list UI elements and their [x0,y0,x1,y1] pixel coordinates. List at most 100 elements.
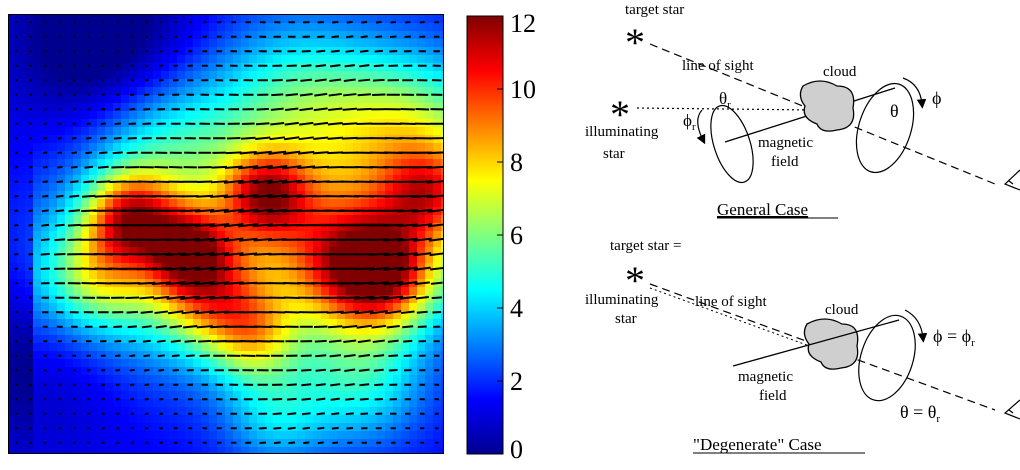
heatmap-cell [185,183,193,191]
heatmap-cell [81,31,89,39]
heatmap-cell [201,343,209,351]
heatmap-cell [249,55,257,63]
heatmap-cell [73,391,81,399]
heatmap-cell [33,407,41,415]
heatmap-cell [161,55,169,63]
heatmap-cell [65,55,73,63]
heatmap-cell [297,303,305,311]
heatmap-cell [49,311,57,319]
heatmap-cell [281,23,289,31]
heatmap-cell [377,231,385,239]
heatmap-cell [281,327,289,335]
polarization-vector [72,138,76,139]
heatmap-cell [73,447,81,454]
heatmap-cell [441,215,444,223]
heatmap-cell [105,143,113,151]
heatmap-cell [49,103,57,111]
heatmap-cell [97,199,105,207]
heatmap-cell [41,127,49,135]
heatmap-cell [97,271,105,279]
heatmap-cell [49,55,57,63]
heatmap-cell [369,303,377,311]
heatmap-cell [49,39,57,47]
heatmap-cell [65,119,73,127]
heatmap-cell [313,391,321,399]
heatmap-cell [385,415,393,423]
heatmap-cell [153,55,161,63]
polarization-vector [185,341,196,342]
heatmap-cell [257,375,265,383]
heatmap-cell [273,63,281,71]
heatmap-cell [201,303,209,311]
heatmap-cell [25,47,33,55]
heatmap-cell [65,231,73,239]
heatmap-cell [121,407,129,415]
heatmap-cell [329,143,337,151]
heatmap-cell [337,31,345,39]
heatmap-cell [281,143,289,151]
heatmap-cell [297,215,305,223]
heatmap-cell [137,159,145,167]
heatmap-cell [425,159,433,167]
heatmap-cell [137,63,145,71]
heatmap-cell [33,119,41,127]
heatmap-cell [393,183,401,191]
heatmap-cell [169,159,177,167]
polarization-vector [130,370,135,371]
polarization-vector [330,370,341,371]
heatmap-cell [225,447,233,454]
heatmap-cell [321,95,329,103]
heatmap-cell [33,223,41,231]
heatmap-cell [65,127,73,135]
heatmap-cell [9,215,17,223]
heatmap-cell [17,351,25,359]
heatmap-cell [233,287,241,295]
heatmap-cell [193,415,201,423]
heatmap-cell [425,143,433,151]
heatmap-cell [17,63,25,71]
polarization-vector [301,65,311,66]
heatmap-cell [417,215,425,223]
heatmap-cell [337,399,345,407]
heatmap-cell [217,303,225,311]
polarization-vector [431,283,443,284]
heatmap-cell [177,399,185,407]
heatmap-cell [9,287,17,295]
heatmap-cell [353,95,361,103]
heatmap-cell [33,247,41,255]
heatmap-cell [233,255,241,263]
polarization-vector [144,355,150,356]
heatmap-cell [97,39,105,47]
heatmap-cell [193,79,201,87]
heatmap-cell [145,271,153,279]
heatmap-cell [409,327,417,335]
heatmap-cell [193,39,201,47]
heatmap-cell [313,447,321,454]
heatmap-cell [145,39,153,47]
heatmap-cell [185,431,193,439]
polarization-vector [316,370,326,371]
heatmap-cell [17,287,25,295]
heatmap-cell [369,111,377,119]
heatmap-cell [329,199,337,207]
heatmap-cell [441,415,444,423]
polarization-vector [373,355,384,356]
heatmap-cell [105,255,113,263]
heatmap-cell [353,31,361,39]
heatmap-cell [305,39,313,47]
heatmap-cell [97,415,105,423]
heatmap-cell [145,423,153,431]
heatmap-cell [441,271,444,279]
heatmap-cell [41,23,49,31]
heatmap-cell [89,303,97,311]
heatmap-cell [121,303,129,311]
polarization-vector [316,65,326,66]
heatmap-cell [209,399,217,407]
heatmap-cell [353,407,361,415]
heatmap-cell [81,87,89,95]
heatmap-cell [17,311,25,319]
heatmap-cell [353,143,361,151]
heatmap-cell [185,423,193,431]
polarization-vector [96,181,110,182]
heatmap-cell [137,359,145,367]
